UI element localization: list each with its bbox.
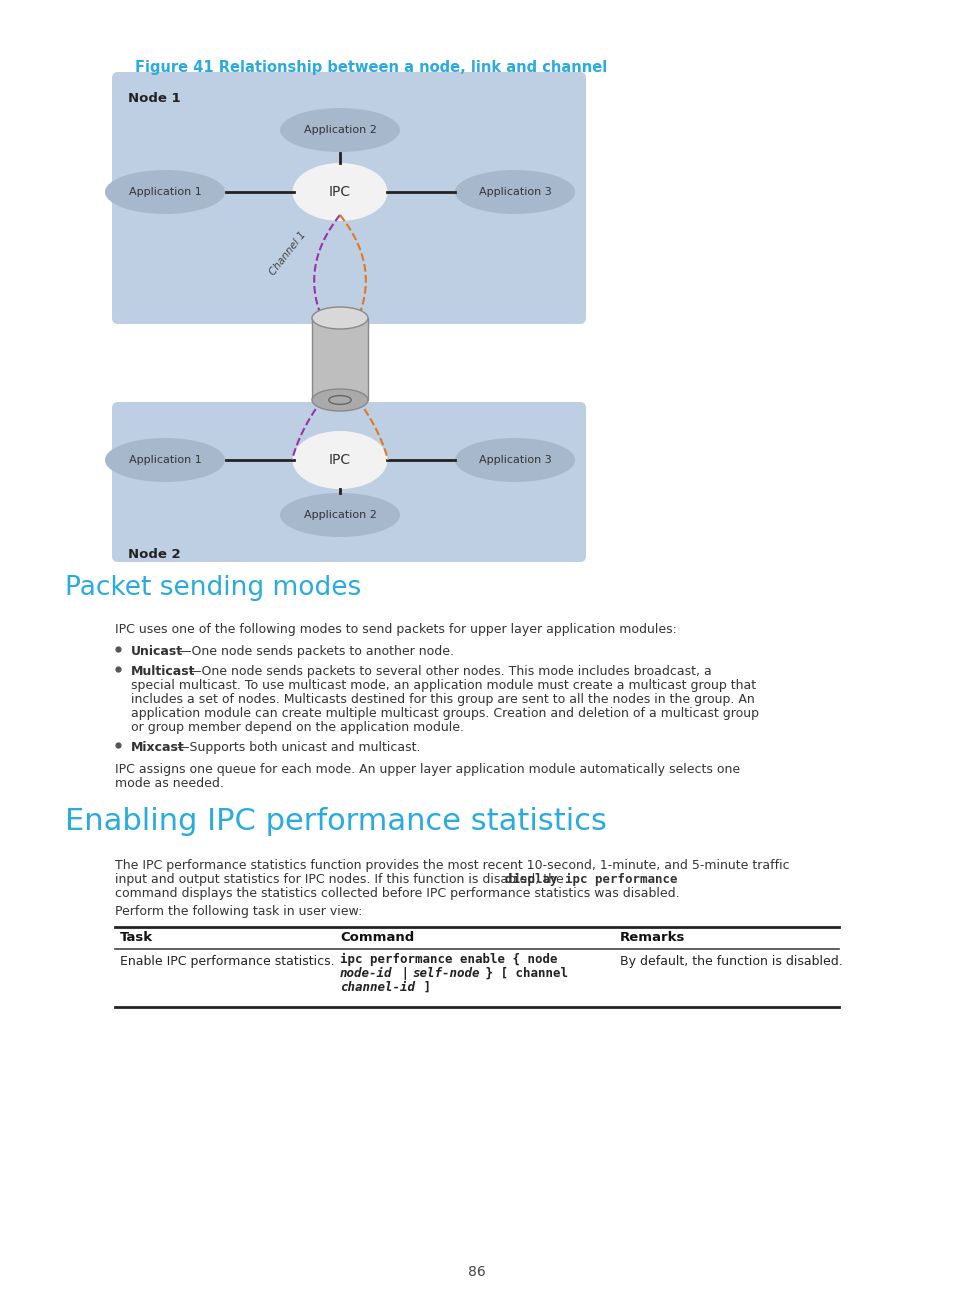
FancyBboxPatch shape [112, 402, 585, 562]
Bar [312, 318, 368, 400]
Text: 86: 86 [468, 1265, 485, 1279]
Text: Application 2: Application 2 [303, 124, 376, 135]
Text: display ipc performance: display ipc performance [504, 874, 677, 886]
Text: input and output statistics for IPC nodes. If this function is disabled, the: input and output statistics for IPC node… [115, 874, 567, 886]
Text: Multicast: Multicast [131, 665, 195, 678]
Text: Enabling IPC performance statistics: Enabling IPC performance statistics [65, 807, 606, 836]
Text: Perform the following task in user view:: Perform the following task in user view: [115, 905, 362, 918]
Text: Packet sending modes: Packet sending modes [65, 575, 361, 601]
Text: Application 3: Application 3 [478, 187, 551, 197]
Text: Application 1: Application 1 [129, 455, 201, 465]
Text: The IPC performance statistics function provides the most recent 10-second, 1-mi: The IPC performance statistics function … [115, 859, 789, 872]
Text: ipc performance enable { node: ipc performance enable { node [339, 953, 557, 966]
Text: —One node sends packets to another node.: —One node sends packets to another node. [179, 645, 454, 658]
Text: IPC: IPC [329, 454, 351, 467]
Ellipse shape [105, 170, 225, 214]
Text: IPC assigns one queue for each mode. An upper layer application module automatic: IPC assigns one queue for each mode. An … [115, 763, 740, 776]
Text: IPC uses one of the following modes to send packets for upper layer application : IPC uses one of the following modes to s… [115, 623, 677, 636]
Text: Task: Task [120, 931, 153, 943]
Text: or group member depend on the application module.: or group member depend on the applicatio… [131, 721, 463, 734]
Text: —Supports both unicast and multicast.: —Supports both unicast and multicast. [177, 741, 420, 754]
Text: channel-id: channel-id [339, 981, 415, 994]
Ellipse shape [312, 389, 368, 411]
Text: ]: ] [416, 981, 431, 994]
Text: Node 1: Node 1 [128, 92, 180, 105]
Text: By default, the function is disabled.: By default, the function is disabled. [619, 955, 841, 968]
Text: Application 2: Application 2 [303, 511, 376, 520]
Text: includes a set of nodes. Multicasts destined for this group are sent to all the : includes a set of nodes. Multicasts dest… [131, 693, 754, 706]
Ellipse shape [293, 432, 387, 489]
Text: application module can create multiple multicast groups. Creation and deletion o: application module can create multiple m… [131, 708, 759, 721]
Ellipse shape [455, 438, 575, 482]
Text: Channel 1: Channel 1 [268, 229, 308, 277]
Text: command displays the statistics collected before IPC performance statistics was : command displays the statistics collecte… [115, 886, 679, 899]
Text: Node 2: Node 2 [128, 548, 180, 561]
Text: self-node: self-node [412, 967, 479, 980]
Text: special multicast. To use multicast mode, an application module must create a mu: special multicast. To use multicast mode… [131, 679, 756, 692]
Text: Enable IPC performance statistics.: Enable IPC performance statistics. [120, 955, 335, 968]
Ellipse shape [293, 163, 387, 222]
Text: Unicast: Unicast [131, 645, 183, 658]
Ellipse shape [280, 108, 399, 152]
Text: Application 3: Application 3 [478, 455, 551, 465]
Text: mode as needed.: mode as needed. [115, 778, 224, 791]
Text: |: | [394, 967, 416, 980]
Text: node-id: node-id [339, 967, 392, 980]
Ellipse shape [280, 492, 399, 537]
Text: Application 1: Application 1 [129, 187, 201, 197]
Text: Figure 41 Relationship between a node, link and channel: Figure 41 Relationship between a node, l… [135, 60, 607, 75]
Text: Remarks: Remarks [619, 931, 684, 943]
Text: Mixcast: Mixcast [131, 741, 185, 754]
Ellipse shape [105, 438, 225, 482]
Text: IPC: IPC [329, 185, 351, 200]
Text: —One node sends packets to several other nodes. This mode includes broadcast, a: —One node sends packets to several other… [189, 665, 711, 678]
Ellipse shape [455, 170, 575, 214]
Text: Command: Command [339, 931, 414, 943]
Text: } [ channel: } [ channel [477, 967, 567, 980]
Ellipse shape [312, 307, 368, 329]
FancyBboxPatch shape [112, 73, 585, 324]
